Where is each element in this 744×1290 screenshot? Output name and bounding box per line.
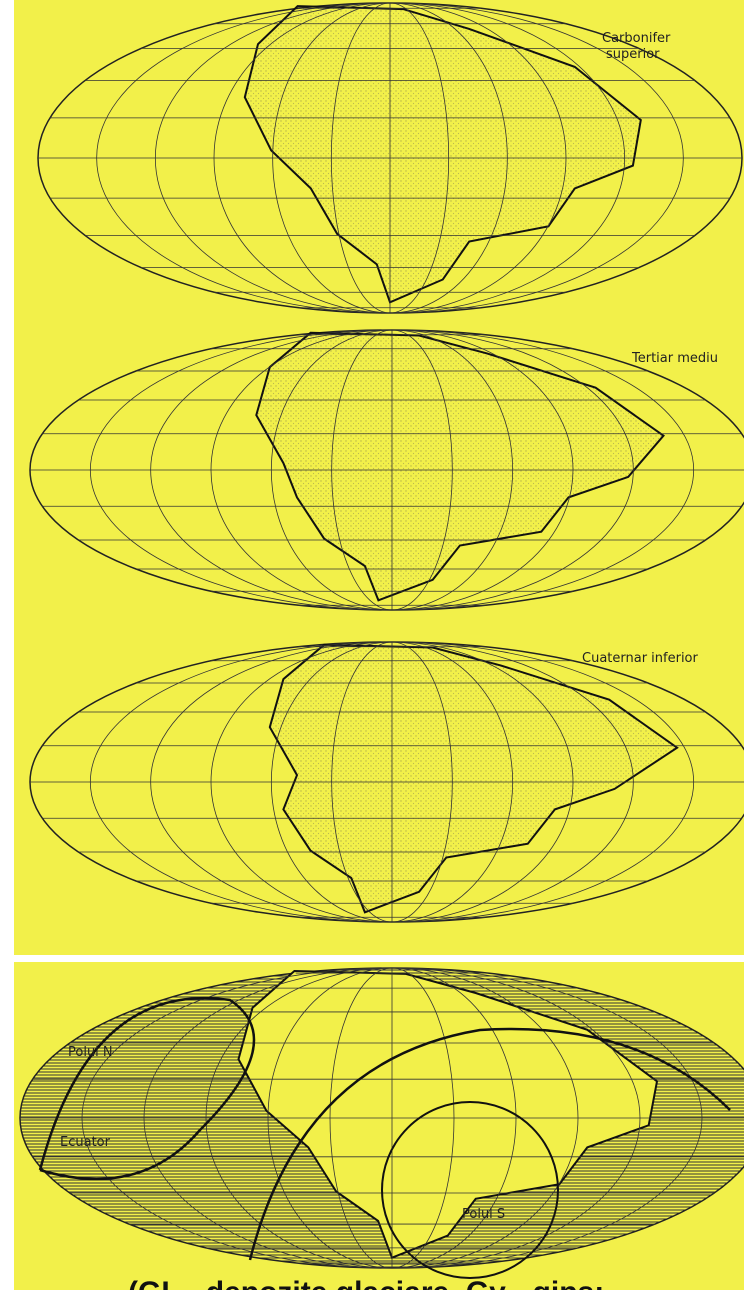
map <box>29 329 744 611</box>
pole-circle <box>381 1101 559 1279</box>
climate-belt <box>38 996 256 1181</box>
map <box>19 967 744 1279</box>
map <box>37 2 743 314</box>
map <box>29 641 744 923</box>
pole-label: Polul N <box>68 1045 113 1060</box>
equator-label: Ecuator <box>60 1135 111 1150</box>
map-label: superior <box>606 47 660 62</box>
maps <box>19 2 744 1279</box>
caption: (GL - depozite glaciare, Gy - gips; <box>128 1276 604 1290</box>
map-label: Tertiar mediu <box>631 351 718 366</box>
map-label: Cuaternar inferior <box>582 651 699 666</box>
map-label: Carbonifer <box>602 31 671 46</box>
pole-label: Polul S <box>462 1207 505 1222</box>
climate-belt <box>248 1027 731 1261</box>
